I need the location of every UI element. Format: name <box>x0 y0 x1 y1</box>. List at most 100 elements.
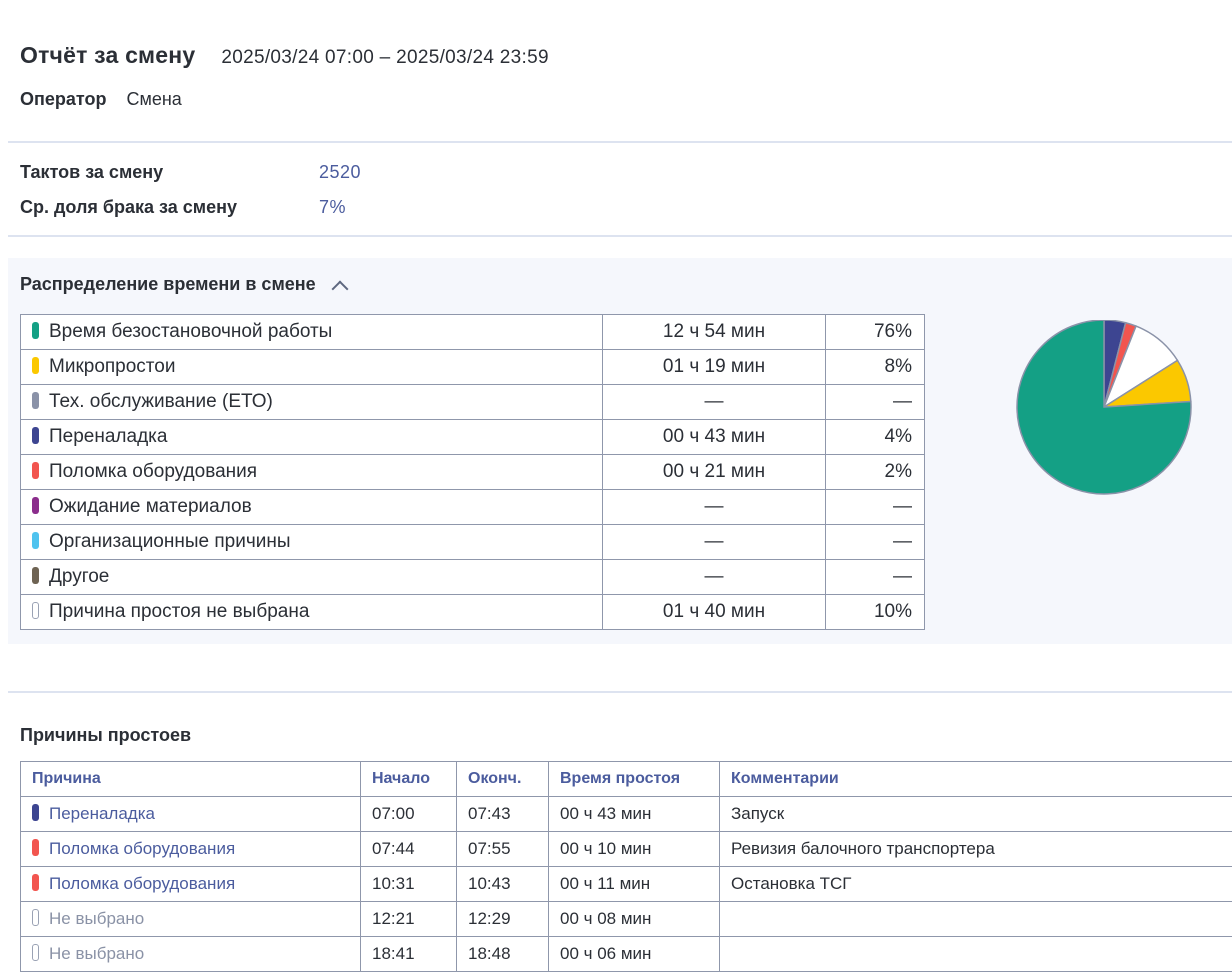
distribution-percent: — <box>826 560 925 595</box>
reason-label: Поломка оборудования <box>49 839 235 858</box>
distribution-duration: — <box>603 525 826 560</box>
time-distribution-pie-chart <box>1014 320 1194 496</box>
distribution-label: Организационные причины <box>49 531 291 552</box>
distribution-label: Микропростои <box>49 356 175 377</box>
end-time: 10:43 <box>457 867 549 902</box>
distribution-label: Поломка оборудования <box>49 461 257 482</box>
distribution-name-cell: Другое <box>21 560 603 595</box>
reason-label: Не выбрано <box>49 909 144 928</box>
start-time: 07:44 <box>361 832 457 867</box>
distribution-row: Организационные причины —— <box>21 525 925 560</box>
start-time: 12:21 <box>361 902 457 937</box>
column-header[interactable]: Время простоя <box>549 762 720 797</box>
distribution-duration: 01 ч 19 мин <box>603 350 826 385</box>
reason-label: Переналадка <box>49 804 155 823</box>
downtime-duration: 00 ч 43 мин <box>549 797 720 832</box>
distribution-name-cell: Микропростои <box>21 350 603 385</box>
reason-cell[interactable]: Поломка оборудования <box>21 832 361 867</box>
legend-swatch <box>32 462 39 479</box>
distribution-percent: 8% <box>826 350 925 385</box>
distribution-row: Тех. обслуживание (ЕТО)—— <box>21 385 925 420</box>
comment[interactable]: Ревизия балочного транспортера <box>720 832 1232 867</box>
section-title: Распределение времени в смене <box>20 274 316 295</box>
comment[interactable]: Запуск <box>720 797 1232 832</box>
column-header[interactable]: Комментарии <box>720 762 1232 797</box>
distribution-percent: 10% <box>826 595 925 630</box>
kpi-cycles: Тактов за смену 2520 <box>20 162 361 183</box>
divider <box>8 235 1232 237</box>
distribution-name-cell: Ожидание материалов <box>21 490 603 525</box>
page-title: Отчёт за смену <box>20 42 195 69</box>
distribution-label: Причина простоя не выбрана <box>49 601 309 622</box>
legend-swatch <box>32 322 39 339</box>
distribution-duration: 00 ч 43 мин <box>603 420 826 455</box>
distribution-row: Другое—— <box>21 560 925 595</box>
distribution-duration: 01 ч 40 мин <box>603 595 826 630</box>
legend-swatch <box>32 392 39 409</box>
reason-color-swatch <box>32 944 39 961</box>
reason-cell[interactable]: Не выбрано <box>21 902 361 937</box>
comment[interactable] <box>720 902 1232 937</box>
reason-color-swatch <box>32 804 39 821</box>
column-header[interactable]: Начало <box>361 762 457 797</box>
report-header: Отчёт за смену 2025/03/24 07:00 – 2025/0… <box>20 42 549 110</box>
divider <box>8 141 1232 143</box>
reason-color-swatch <box>32 874 39 891</box>
shift-period: 2025/03/24 07:00 – 2025/03/24 23:59 <box>221 47 548 69</box>
section-title: Причины простоев <box>20 725 191 746</box>
comment[interactable] <box>720 937 1232 972</box>
distribution-duration: — <box>603 385 826 420</box>
reason-color-swatch <box>32 909 39 926</box>
distribution-duration: — <box>603 490 826 525</box>
start-time: 18:41 <box>361 937 457 972</box>
kpi-value: 2520 <box>319 162 361 183</box>
column-header[interactable]: Оконч. <box>457 762 549 797</box>
distribution-name-cell: Тех. обслуживание (ЕТО) <box>21 385 603 420</box>
distribution-percent: 2% <box>826 455 925 490</box>
comment[interactable]: Остановка ТСГ <box>720 867 1232 902</box>
end-time: 07:43 <box>457 797 549 832</box>
reason-cell[interactable]: Не выбрано <box>21 937 361 972</box>
distribution-duration: 00 ч 21 мин <box>603 455 826 490</box>
reason-cell[interactable]: Поломка оборудования <box>21 867 361 902</box>
distribution-name-cell: Поломка оборудования <box>21 455 603 490</box>
operator-value: Смена <box>126 89 181 110</box>
distribution-name-cell: Организационные причины <box>21 525 603 560</box>
reason-cell[interactable]: Переналадка <box>21 797 361 832</box>
end-time: 18:48 <box>457 937 549 972</box>
kpi-value: 7% <box>319 197 346 218</box>
reason-label: Поломка оборудования <box>49 874 235 893</box>
distribution-name-cell: Время безостановочной работы <box>21 315 603 350</box>
distribution-duration: 12 ч 54 мин <box>603 315 826 350</box>
chevron-up-icon[interactable] <box>331 280 348 297</box>
downtime-duration: 00 ч 08 мин <box>549 902 720 937</box>
legend-swatch <box>32 567 39 584</box>
distribution-label: Переналадка <box>49 426 167 447</box>
legend-swatch <box>32 497 39 514</box>
distribution-percent: — <box>826 525 925 560</box>
kpi-label: Ср. доля брака за смену <box>20 197 319 218</box>
downtime-duration: 00 ч 06 мин <box>549 937 720 972</box>
divider <box>8 691 1232 693</box>
kpi-label: Тактов за смену <box>20 162 319 183</box>
distribution-percent: 4% <box>826 420 925 455</box>
distribution-label: Ожидание материалов <box>49 496 252 517</box>
column-header[interactable]: Причина <box>21 762 361 797</box>
distribution-percent: — <box>826 490 925 525</box>
end-time: 12:29 <box>457 902 549 937</box>
distribution-label: Другое <box>49 566 109 587</box>
start-time: 10:31 <box>361 867 457 902</box>
kpi-defect-rate: Ср. доля брака за смену 7% <box>20 197 346 218</box>
time-distribution-toggle[interactable]: Распределение времени в смене <box>20 274 346 295</box>
